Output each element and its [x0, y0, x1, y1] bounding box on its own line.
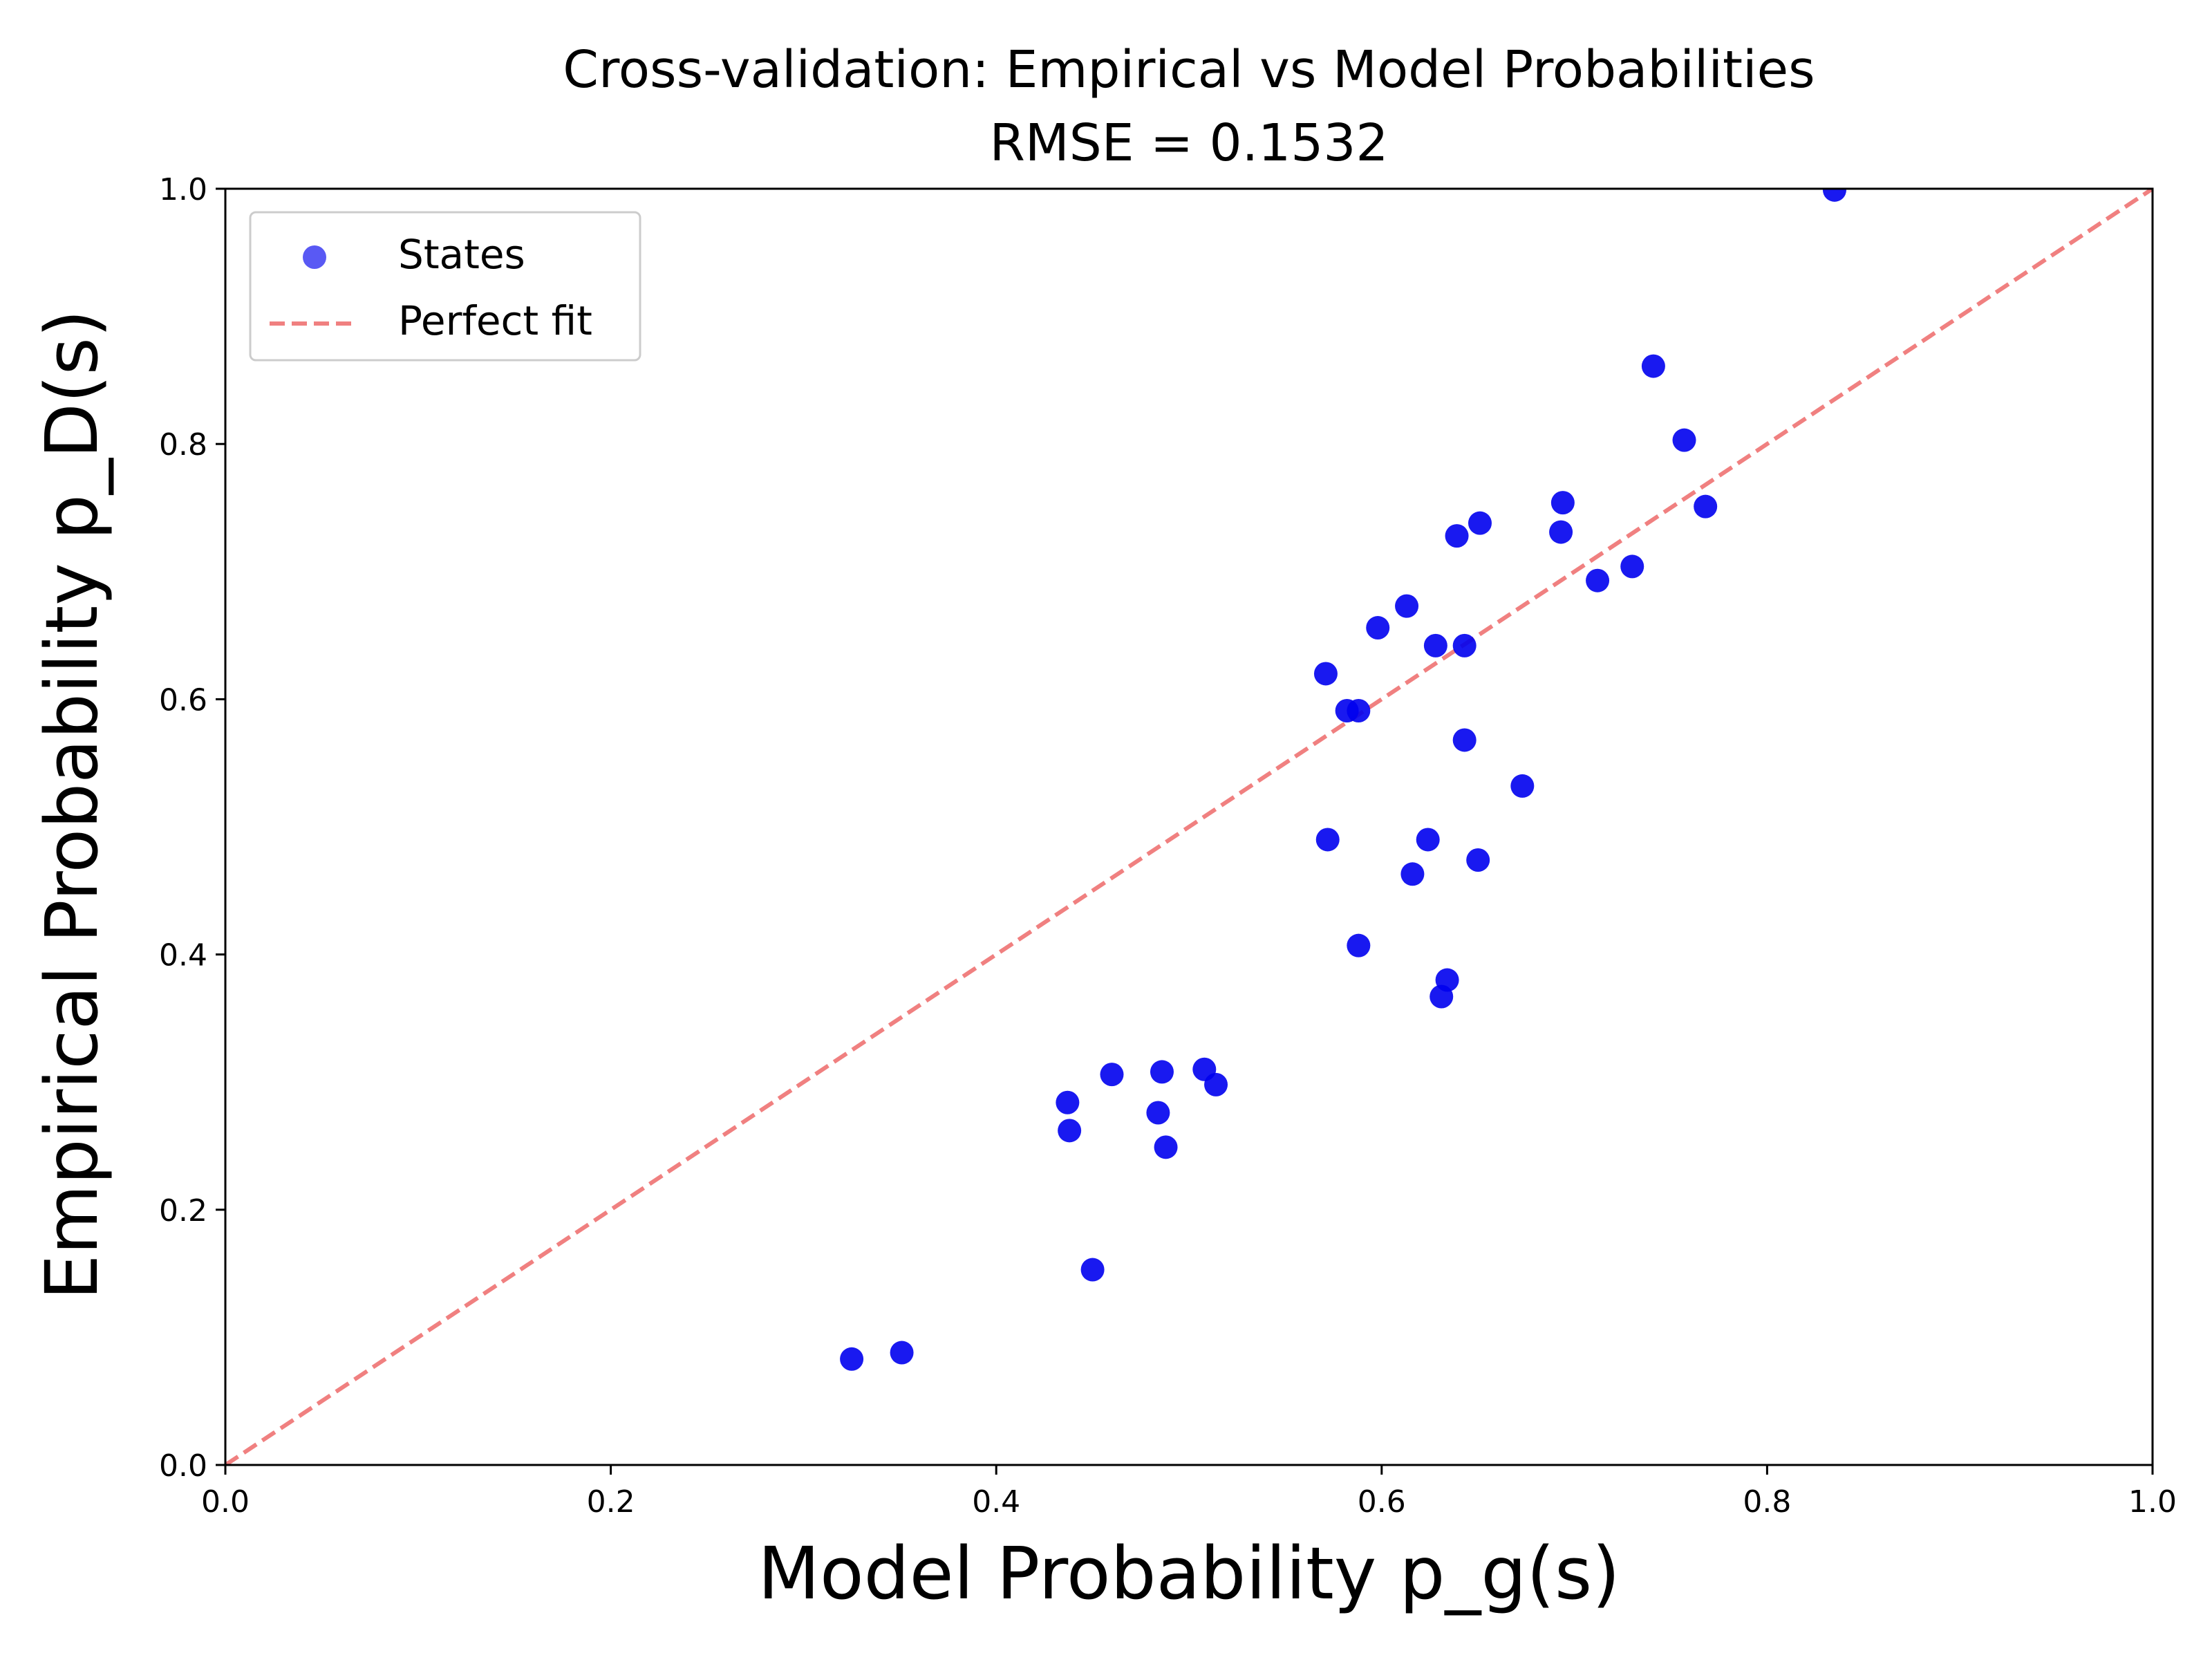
data-point [1366, 616, 1390, 640]
chart-subtitle: RMSE = 0.1532 [990, 113, 1389, 173]
y-tick-label: 0.4 [159, 938, 207, 973]
data-point [890, 1341, 914, 1365]
data-point [1445, 524, 1469, 548]
data-point [1400, 862, 1425, 886]
axes: 0.0 0.2 0.4 0.6 0.8 1.0 0.0 0.2 0.4 0.6 0.8 1.0 [159, 172, 2177, 1520]
y-tick-label: 0.0 [159, 1448, 207, 1484]
legend-label: Perfect fit [398, 297, 592, 344]
data-point [1146, 1101, 1170, 1125]
data-point [1313, 662, 1338, 686]
data-point [1586, 568, 1610, 592]
chart-title: Cross-validation: Empirical vs Model Pro… [563, 40, 1815, 100]
data-point [1452, 633, 1477, 657]
data-point [1641, 354, 1665, 378]
y-tick-label: 1.0 [159, 172, 207, 207]
data-point [1395, 594, 1419, 618]
data-point [1080, 1258, 1105, 1282]
data-point [1100, 1063, 1124, 1087]
y-tick-label: 0.8 [159, 427, 207, 463]
data-point [1150, 1060, 1174, 1084]
data-point [1056, 1090, 1080, 1114]
data-point [1550, 491, 1575, 515]
data-point [1672, 428, 1696, 452]
data-point [1694, 494, 1718, 519]
legend-label: States [398, 231, 525, 278]
y-tick-label: 0.6 [159, 682, 207, 718]
data-point [1466, 848, 1490, 872]
data-point [1549, 520, 1573, 544]
y-axis-label: Empirical Probability p_D(s) [30, 310, 114, 1300]
data-point [1347, 699, 1371, 723]
data-point [1435, 968, 1459, 992]
y-tick-label: 0.2 [159, 1193, 207, 1229]
x-tick-label: 0.6 [1358, 1484, 1406, 1520]
x-tick-label: 1.0 [2128, 1484, 2177, 1520]
data-point [1510, 774, 1535, 798]
data-point [1468, 511, 1492, 535]
perfect-fit-line [225, 189, 2153, 1465]
data-point [1154, 1135, 1178, 1159]
legend-marker-states [303, 245, 326, 269]
x-axis-label: Model Probability p_g(s) [758, 1531, 1620, 1616]
legend: States Perfect fit [249, 211, 641, 362]
data-point [1204, 1072, 1228, 1096]
plot-area [225, 189, 2153, 1465]
data-point [1620, 554, 1644, 579]
plot-frame [224, 187, 2154, 1466]
data-point [1822, 189, 1846, 202]
data-point [1423, 633, 1447, 657]
x-tick-label: 0.2 [587, 1484, 635, 1520]
x-tick-label: 0.0 [201, 1484, 250, 1520]
data-point [1315, 828, 1340, 852]
x-tick-label: 0.8 [1743, 1484, 1791, 1520]
data-point [1347, 933, 1371, 958]
data-point [1416, 828, 1440, 852]
data-point [1452, 728, 1477, 752]
data-point [1058, 1119, 1082, 1143]
data-point [840, 1347, 864, 1371]
x-tick-label: 0.4 [972, 1484, 1020, 1520]
